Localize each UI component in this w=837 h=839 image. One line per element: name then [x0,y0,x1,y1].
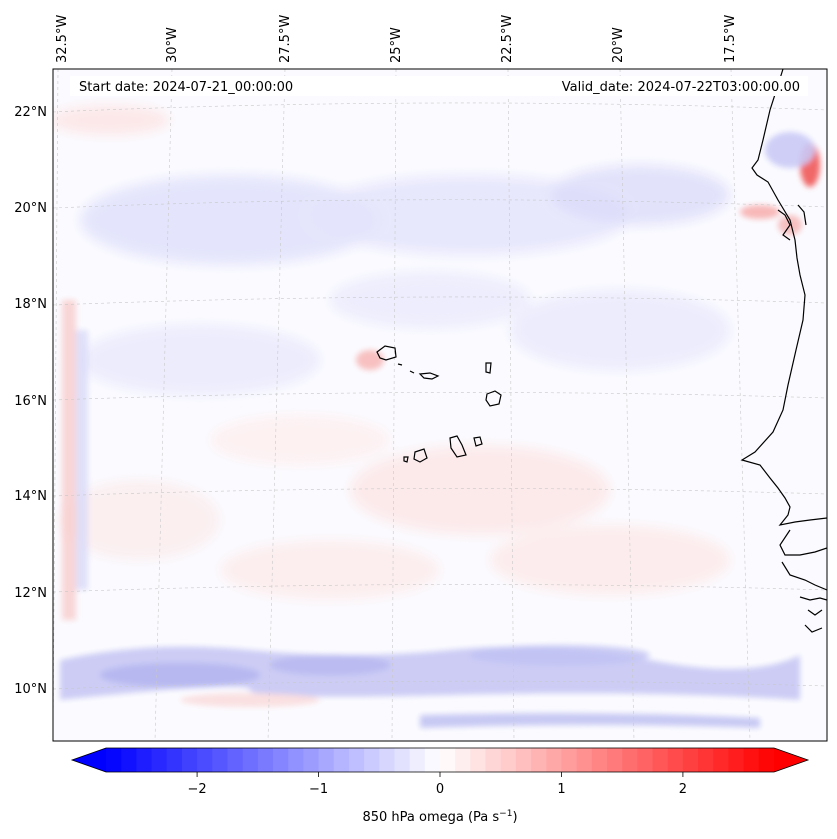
latitude-label: 10°N [14,682,47,697]
colorbar-segment [622,748,638,772]
latitude-label: 14°N [14,489,47,504]
colorbar-segment [227,748,244,772]
colorbar-segment [667,748,684,772]
colorbar-segment [515,748,532,772]
map-gridlines [53,69,827,741]
longitude-label: 25°W [389,27,404,63]
start-date-label: Start date: 2024-07-21_00:00:00 [79,80,293,95]
colorbar-extend-low [72,748,106,772]
colorbar-tick-label: 2 [679,782,687,797]
colorbar-outline [70,747,810,773]
longitude-label: 22.5°W [500,15,515,63]
valid-date-label: Valid_date: 2024-07-22T03:00:00.00 [562,80,800,95]
colorbar-segment [485,748,502,772]
colorbar-segment [682,748,699,772]
latitude-label: 22°N [14,105,47,120]
latitude-label: 18°N [14,297,47,312]
colorbar-segment [637,748,654,772]
colorbar-segment [273,748,289,772]
colorbar-segment [758,748,775,772]
colorbar-ticks: −2 −1 0 1 2 [188,772,687,797]
latitude-label: 16°N [14,394,47,409]
colorbar-tick-label: 1 [557,782,565,797]
latitude-label: 20°N [14,201,47,216]
colorbar-segment [713,748,730,772]
latitude-labels: 22°N 20°N 18°N 16°N 14°N 12°N 10°N [14,105,47,697]
longitude-label: 32.5°W [55,15,70,63]
colorbar-segment [455,748,471,772]
longitude-label: 20°W [611,27,626,63]
colorbar-segment [698,748,714,772]
latitude-label: 12°N [14,586,47,601]
colorbar-segment [379,748,396,772]
colorbar-segment [303,748,320,772]
colorbar-segments [106,748,775,772]
map-plot-area: Start date: 2024-07-21_00:00:00 Valid_da… [52,68,828,742]
colorbar-segment [257,748,274,772]
colorbar-segment [561,748,578,772]
colorbar-segment [181,748,198,772]
colorbar-segment [440,748,456,772]
colorbar-segment [106,748,122,772]
colorbar-tick-label: −2 [188,782,207,797]
colorbar-segment [197,748,213,772]
colorbar-segment [591,748,608,772]
colorbar-segment [121,748,137,772]
colorbar-segment [576,748,593,772]
colorbar-segment [212,748,229,772]
colorbar-segment [333,748,350,772]
longitude-label: 27.5°W [278,15,293,63]
cape-verde-islands [376,345,502,463]
colorbar-extend-high [774,748,808,772]
colorbar-segment [364,748,380,772]
colorbar-segment [136,748,153,772]
colorbar-segment [531,748,547,772]
colorbar-segment [546,748,563,772]
colorbar-segment [166,748,183,772]
date-header-bar [70,76,808,96]
colorbar-label: 850 hPa omega (Pa s−1) [362,809,517,825]
colorbar-segment [652,748,669,772]
colorbar: −2 −1 0 1 2 850 hPa omega (Pa s−1) [70,747,810,825]
longitude-labels: 32.5°W 30°W 27.5°W 25°W 22.5°W 20°W 17.5°W [55,15,738,63]
colorbar-segment [470,748,487,772]
colorbar-segment [394,748,411,772]
colorbar-segment [607,748,623,772]
colorbar-segment [288,748,304,772]
map-background [53,69,827,741]
longitude-label: 30°W [165,27,180,63]
colorbar-segment [500,748,517,772]
colorbar-segment [409,748,426,772]
colorbar-tick-label: −1 [309,782,328,797]
colorbar-segment [151,748,168,772]
map-frame [52,68,828,742]
colorbar-tick-label: 0 [436,782,444,797]
longitude-label: 17.5°W [723,15,738,63]
colorbar-segment [728,748,745,772]
colorbar-segment [318,748,335,772]
omega-field [53,105,820,728]
africa-coastline [740,69,827,633]
colorbar-segment [242,748,259,772]
colorbar-segment [348,748,365,772]
colorbar-segment [424,748,441,772]
colorbar-segment [743,748,760,772]
